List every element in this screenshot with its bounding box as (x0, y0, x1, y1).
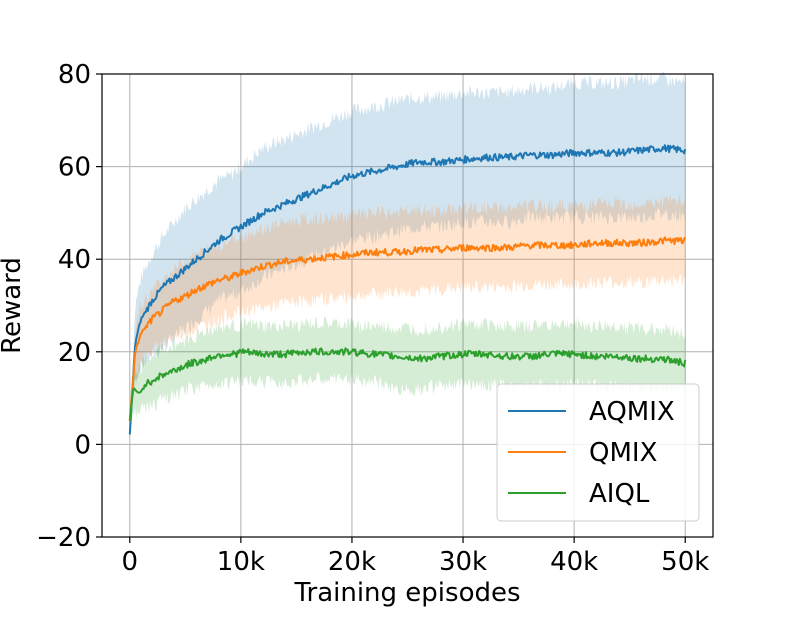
legend-label-qmix: QMIX (589, 438, 657, 468)
legend-label-aqmix: AQMIX (589, 397, 675, 427)
y-tick-label: 20 (58, 338, 91, 368)
band-aqmix (129, 71, 686, 435)
line-aiql (128, 347, 687, 421)
y-tick-label: 60 (58, 153, 91, 183)
x-tick-label: 40k (550, 547, 598, 577)
line-qmix (128, 236, 687, 422)
band-qmix (129, 194, 686, 424)
axis-ticks: 0 10k 20k 30k 40k 50k −20 0 20 40 60 80 (36, 60, 709, 577)
x-tick-label: 50k (661, 547, 709, 577)
y-tick-label: 40 (58, 245, 91, 275)
y-tick-label: 80 (58, 60, 91, 90)
x-axis-title: Training episodes (293, 578, 520, 608)
y-tick-label: 0 (74, 430, 91, 460)
y-axis-title: Reward (0, 257, 27, 354)
band-aiql (129, 316, 686, 430)
x-tick-label: 0 (121, 547, 138, 577)
series-lines (128, 144, 687, 435)
plot-frame (101, 73, 714, 538)
x-tick-label: 30k (439, 547, 487, 577)
legend: AQMIX QMIX AIQL (496, 383, 700, 522)
legend-box (496, 383, 700, 522)
confidence-bands (129, 71, 686, 435)
y-tick-label: −20 (36, 523, 91, 553)
line-aqmix (128, 144, 687, 435)
x-tick-label: 20k (328, 547, 376, 577)
legend-label-aiql: AIQL (589, 479, 650, 509)
x-tick-label: 10k (217, 547, 265, 577)
